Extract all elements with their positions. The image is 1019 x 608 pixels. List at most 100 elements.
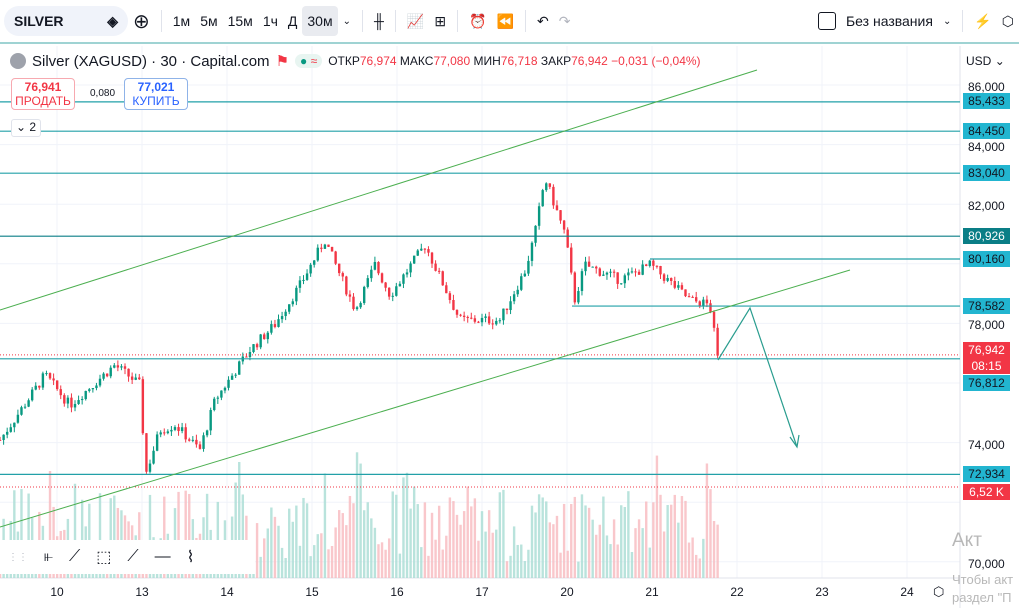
candle-body (105, 373, 109, 377)
ray-icon[interactable]: ⟋ (127, 548, 139, 565)
divider (457, 10, 459, 32)
volume-bar (684, 500, 687, 578)
volume-bar (670, 504, 673, 578)
quick-search-icon[interactable]: ⚡ (974, 12, 992, 29)
candle-body (541, 190, 544, 207)
buy-button[interactable]: 77,021 КУПИТЬ (124, 78, 188, 110)
volume-bar (313, 545, 316, 578)
candle-body (698, 301, 701, 307)
windows-watermark: Чтобы акт (952, 572, 1014, 587)
settings-icon[interactable]: ⬡ (1001, 12, 1014, 29)
candle-body (80, 399, 84, 401)
candles-icon[interactable]: ╫ (373, 13, 384, 29)
price-label: 86,000 (968, 80, 1005, 94)
symbol-search[interactable]: SILVER ◈ (4, 6, 128, 36)
volume-bar (427, 555, 430, 578)
volume-bar (327, 549, 330, 578)
indicators-icon[interactable]: 📈 (406, 12, 425, 29)
replay-icon[interactable]: ⏪ (496, 12, 514, 29)
candle-body (230, 375, 234, 380)
layout-name[interactable]: Без названия (845, 13, 933, 29)
rectangle-icon[interactable]: ⬚ (96, 549, 112, 566)
candle-body (30, 389, 34, 401)
candle-body (480, 317, 484, 323)
path-icon[interactable]: ⌇ (186, 549, 195, 566)
candle-body (405, 272, 409, 275)
chevron-down-icon[interactable]: ⌄ (942, 15, 952, 27)
candle-body (587, 261, 591, 267)
candle-body (605, 272, 609, 275)
volume-bar (288, 508, 291, 578)
flag-icon[interactable]: ⚑ (275, 53, 290, 70)
candle-body (534, 225, 537, 243)
alert-icon[interactable]: ⏰ (469, 12, 487, 29)
volume-bar (48, 471, 52, 578)
volume-bar (584, 505, 587, 578)
candle-body (712, 311, 716, 328)
divider (361, 10, 363, 32)
price-tag-level: 80,160 (963, 250, 1010, 267)
layout-grid-icon[interactable]: ⊞ (434, 12, 447, 29)
divider (962, 10, 964, 32)
candle-body (602, 274, 605, 276)
volume-bar (216, 501, 220, 578)
candle-body (184, 427, 187, 440)
interval-day[interactable]: Д (287, 13, 298, 29)
volume-bar (109, 498, 112, 578)
price-label: 84,000 (968, 139, 1005, 154)
volume-bar (148, 494, 152, 578)
candle-body (523, 273, 527, 277)
interval-5m[interactable]: 5м (200, 13, 218, 29)
price-tag-volume: 6,52 K (963, 483, 1010, 500)
candle-body (316, 247, 319, 261)
volume-bar (520, 544, 523, 578)
windows-watermark: Акт (952, 530, 982, 551)
candle-body (498, 320, 502, 322)
candle-body (548, 183, 552, 187)
fib-icon[interactable]: ⫦ (44, 548, 54, 565)
redo-icon[interactable]: ↷ (558, 12, 571, 29)
settings-icon[interactable]: ⬡ (933, 584, 945, 599)
candle-body (459, 314, 462, 316)
candle-body (609, 271, 612, 273)
chevron-down-icon[interactable]: ⌄ (342, 15, 351, 27)
volume-bar (687, 542, 691, 578)
candle-body (420, 248, 423, 251)
diamond-icon[interactable]: ◈ (107, 12, 118, 29)
volume-bar (234, 482, 237, 578)
volume-bar (491, 532, 494, 578)
interval-1h[interactable]: 1ч (262, 13, 278, 29)
volume-bar (666, 505, 669, 578)
interval-15m[interactable]: 15м (227, 13, 253, 29)
volume-bar (398, 553, 402, 578)
add-symbol-icon[interactable]: ⊕ (133, 10, 150, 33)
candle-body (48, 373, 52, 379)
volume-bar (502, 489, 505, 578)
interval-1m[interactable]: 1м (172, 13, 191, 29)
currency-select[interactable]: USD ⌄ (966, 54, 1005, 68)
candle-body (391, 295, 394, 297)
volume-bar (716, 524, 719, 578)
trendline-icon[interactable]: ⟋ (69, 548, 81, 565)
checkbox-icon[interactable] (813, 6, 841, 36)
sell-button[interactable]: 76,941 ПРОДАТЬ (11, 78, 75, 110)
undo-icon[interactable]: ↶ (536, 12, 549, 29)
volume-bar (445, 535, 448, 578)
drag-handle-icon[interactable]: ⋮⋮ (8, 551, 28, 563)
candle-body (645, 264, 648, 266)
volume-bar (591, 519, 594, 578)
interval-30m[interactable]: 30м (302, 6, 338, 36)
candle-body (409, 263, 412, 273)
indicators-toggle[interactable]: ⌄ 2 (11, 119, 41, 137)
candle-body (155, 434, 159, 451)
volume-bar (305, 503, 309, 578)
horizontal-line-icon[interactable]: — (154, 548, 171, 565)
legend-title[interactable]: Silver (XAGUSD) · 30 · Capital.com (32, 52, 270, 70)
price-label: 70,000 (968, 556, 1005, 571)
volume-bar (370, 518, 373, 578)
candle-body (77, 400, 80, 404)
candle-body (670, 278, 673, 281)
candle-body (152, 450, 155, 464)
candle-body (512, 294, 516, 302)
volume-bar (577, 561, 580, 578)
